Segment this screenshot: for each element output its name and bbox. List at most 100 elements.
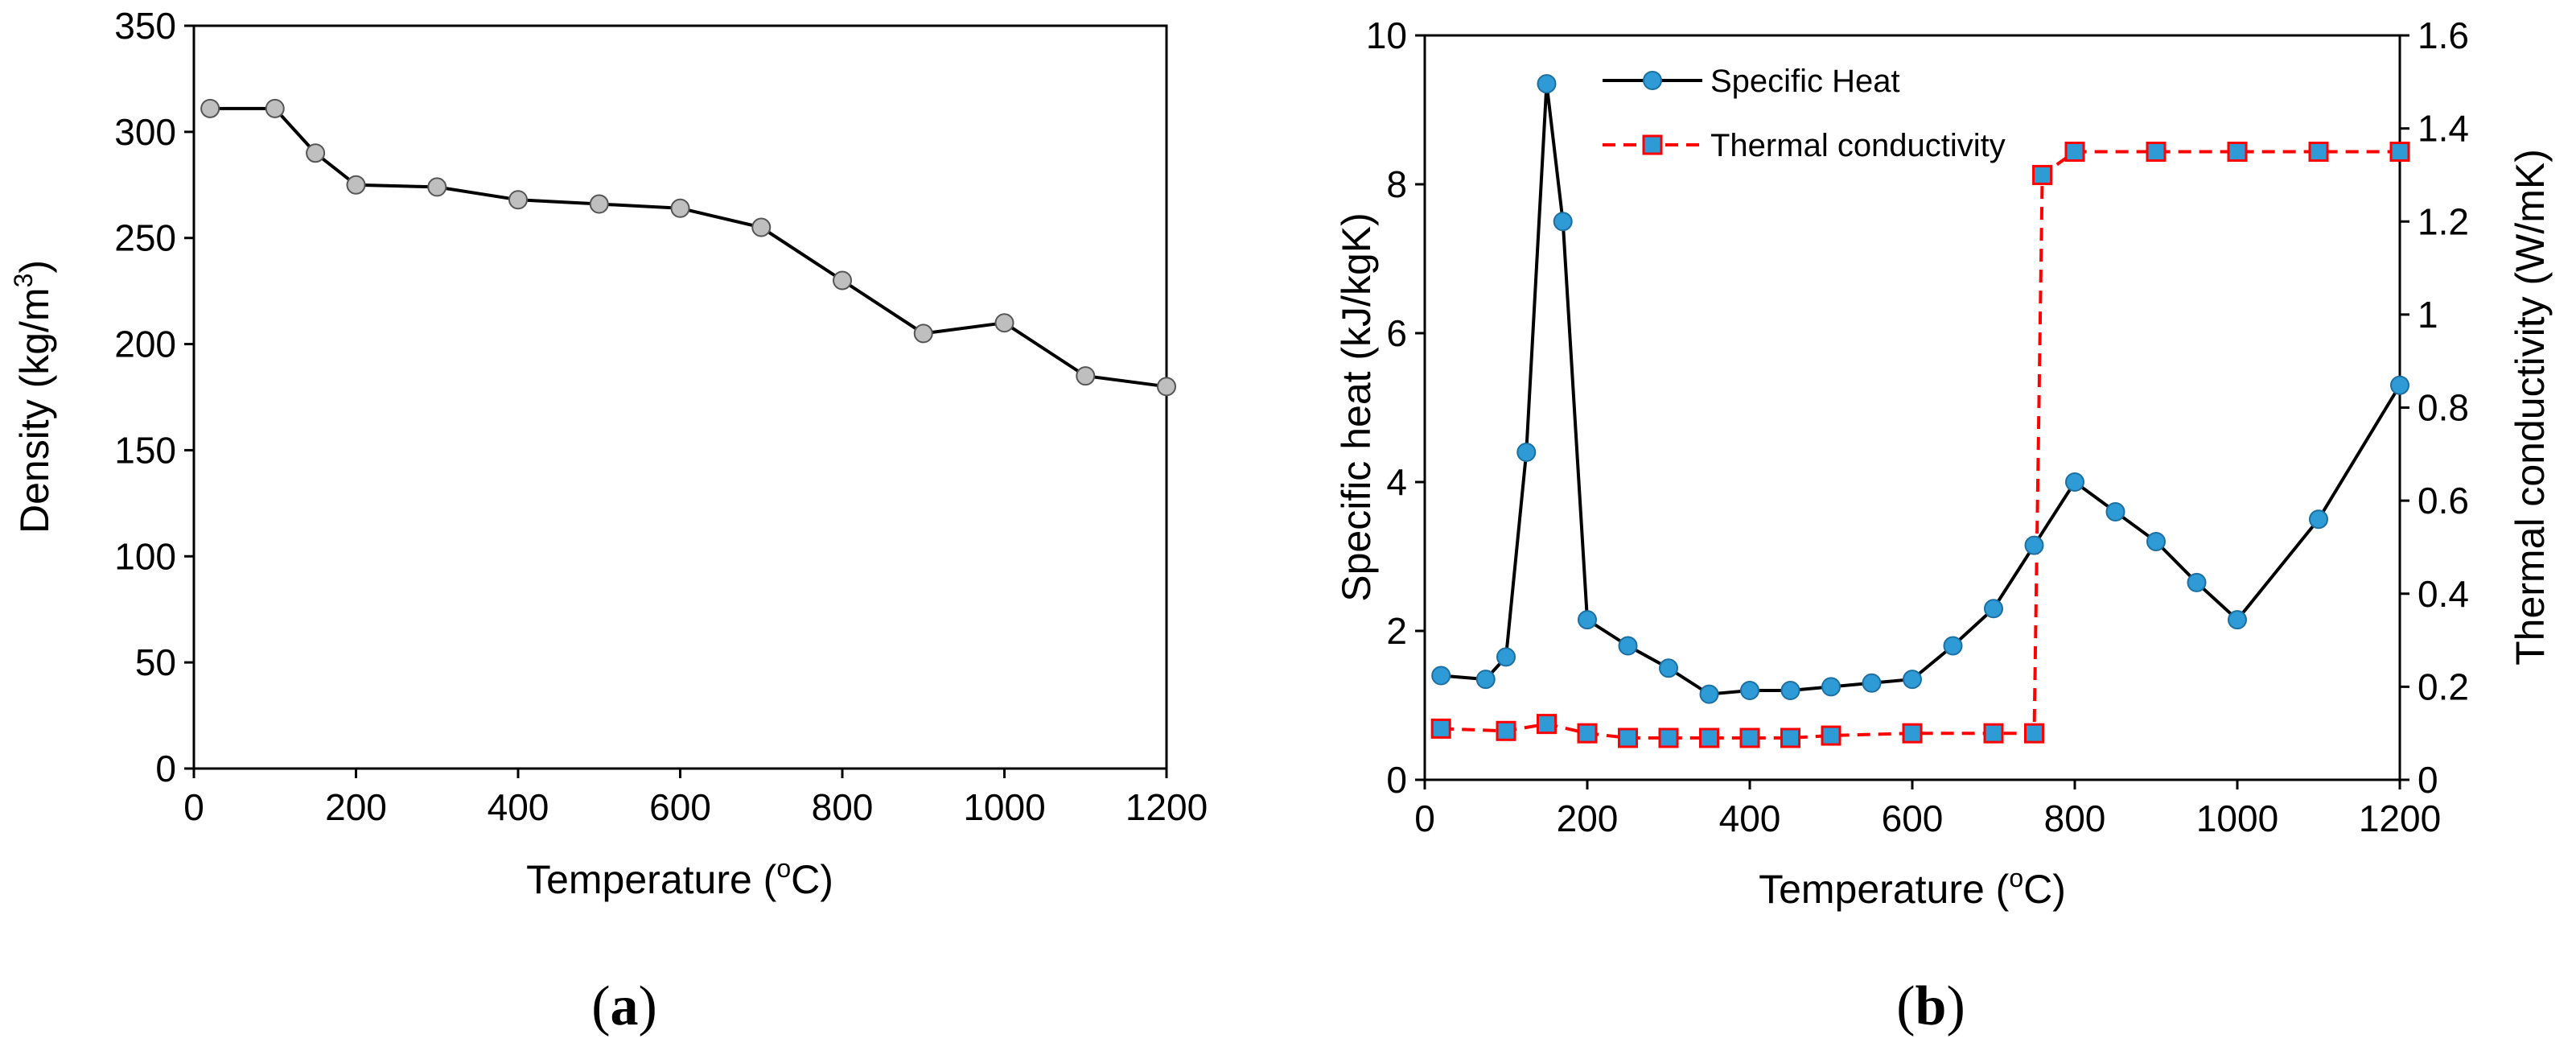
legend-label-specific-heat: Specific Heat [1710, 64, 1900, 99]
density-point [1076, 366, 1096, 386]
specific-heat-point [1740, 681, 1759, 700]
x-tick-label: 1200 [1125, 786, 1208, 828]
density-point [751, 217, 772, 237]
specific-heat-point [1431, 666, 1451, 686]
thermal-conductivity-point [1658, 727, 1679, 748]
x-tick-label: 600 [1882, 798, 1944, 839]
panel-b-right-y-ticks: 0 0.2 0.4 0.6 0.8 1 1.2 1.4 1.6 [2400, 14, 2469, 801]
specific-heat-point [2228, 610, 2247, 630]
density-point [346, 175, 366, 195]
density-point [508, 190, 528, 210]
specific-heat-point [2309, 509, 2328, 530]
x-tick-label: 600 [649, 786, 711, 828]
x-tick-label: 0 [183, 786, 204, 828]
y2-tick-label: 1.2 [2418, 200, 2469, 242]
density-point [589, 194, 609, 214]
thermal-conductivity-point [1430, 718, 1451, 739]
thermal-conductivity-line [1441, 150, 2400, 740]
x-tick-label: 200 [1557, 798, 1619, 839]
thermal-conductivity-point [2308, 142, 2329, 163]
panel-a-x-axis-label: Temperature (oC) [526, 854, 833, 902]
panel-a-x-ticks: 0 200 400 600 800 1000 1200 [183, 769, 1208, 828]
specific-heat-point [1496, 647, 1516, 667]
density-point [200, 98, 220, 118]
specific-heat-point [1475, 670, 1496, 690]
thermal-conductivity-point [2064, 142, 2085, 163]
specific-heat-point [2146, 532, 2166, 551]
thermal-conductivity-point [2389, 142, 2410, 163]
panel-b-caption: (b) [1896, 975, 1965, 1037]
panel-b-left-y-ticks: 0 2 4 6 8 10 [1366, 14, 1425, 801]
density-point [670, 198, 690, 218]
specific-heat-point [1659, 658, 1678, 678]
thermal-conductivity-point [1618, 727, 1638, 748]
thermal-conductivity-point [1537, 714, 1557, 735]
legend-label-thermal-conductivity: Thermal conductivity [1710, 128, 2006, 163]
y-tick-label: 8 [1386, 163, 1407, 205]
thermal-conductivity-point [1821, 725, 1841, 746]
panel-b-x-ticks: 0 200 400 600 800 1000 1200 [1414, 780, 2441, 839]
y2-tick-label: 1 [2418, 294, 2438, 336]
specific-heat-point [1984, 599, 2003, 619]
specific-heat-point [2105, 502, 2125, 521]
panel-a-caption: (a) [591, 975, 657, 1037]
thermal-conductivity-point [2146, 142, 2167, 163]
panel-a-y-axis-label: Density (kg/m3) [9, 260, 57, 534]
x-tick-label: 1000 [2196, 798, 2278, 839]
x-tick-label: 400 [1719, 798, 1781, 839]
specific-heat-point [1943, 636, 1963, 656]
thermal-conductivity-point [1983, 723, 2004, 744]
specific-heat-point [1862, 673, 1882, 693]
density-line [210, 106, 1167, 389]
specific-heat-point [1780, 681, 1800, 700]
thermal-conductivity-point [2032, 164, 2053, 185]
panel-b-specific-heat-chart: 0 2 4 6 8 10 0 0.2 0.4 0.6 0.8 1 1.2 1.4 1.6 0 200 400 6… [1334, 14, 2553, 1037]
legend-item-specific-heat: Specific Heat [1603, 64, 1900, 99]
specific-heat-point [1537, 74, 1557, 94]
specific-heat-point [1821, 677, 1841, 697]
y-tick-label: 2 [1386, 610, 1407, 652]
specific-heat-point [1618, 636, 1638, 656]
thermal-conductivity-point [1699, 727, 1719, 748]
y2-tick-label: 0.8 [2418, 387, 2469, 429]
y-tick-label: 50 [135, 641, 176, 683]
panel-a-density-chart: 0 50 100 150 200 250 300 350 0 200 400 600 800 1000 1… [9, 5, 1208, 1037]
x-tick-label: 800 [2044, 798, 2106, 839]
density-point [306, 143, 326, 163]
y-tick-label: 150 [114, 429, 176, 471]
y-tick-label: 300 [114, 111, 176, 153]
density-point [913, 324, 933, 344]
y-tick-label: 0 [155, 748, 176, 789]
y2-tick-label: 0 [2418, 759, 2438, 801]
y-tick-label: 0 [1386, 759, 1407, 801]
thermal-conductivity-point [2227, 142, 2248, 163]
y2-tick-label: 0.6 [2418, 480, 2469, 521]
legend-marker-thermal-conductivity [1642, 134, 1663, 155]
specific-heat-point [2187, 572, 2207, 592]
density-point [833, 270, 852, 291]
legend-item-thermal-conductivity: Thermal conductivity [1603, 128, 2006, 163]
y-tick-label: 350 [114, 5, 176, 47]
y-tick-label: 100 [114, 535, 176, 577]
panel-a-plot-frame [192, 24, 1168, 770]
thermal-conductivity-point [1780, 727, 1800, 748]
specific-heat-line [1441, 83, 2401, 696]
specific-heat-point [1578, 610, 1597, 630]
specific-heat-point [1903, 670, 1922, 690]
density-point [265, 98, 285, 118]
x-tick-label: 400 [488, 786, 549, 828]
panel-a-series [200, 98, 1176, 397]
thermal-conductivity-point [1496, 720, 1516, 741]
specific-heat-point [1516, 443, 1537, 462]
y2-tick-label: 0.2 [2418, 666, 2469, 707]
legend-marker-specific-heat [1643, 71, 1662, 90]
x-tick-label: 1000 [963, 786, 1045, 828]
thermal-conductivity-point [1902, 723, 1923, 744]
thermal-conductivity-point [1577, 723, 1598, 744]
specific-heat-point [2065, 472, 2084, 492]
specific-heat-point [2024, 535, 2044, 555]
specific-heat-point [1699, 684, 1719, 704]
panel-b-x-axis-label: Temperature (oC) [1759, 863, 2066, 912]
density-point [1157, 377, 1176, 397]
